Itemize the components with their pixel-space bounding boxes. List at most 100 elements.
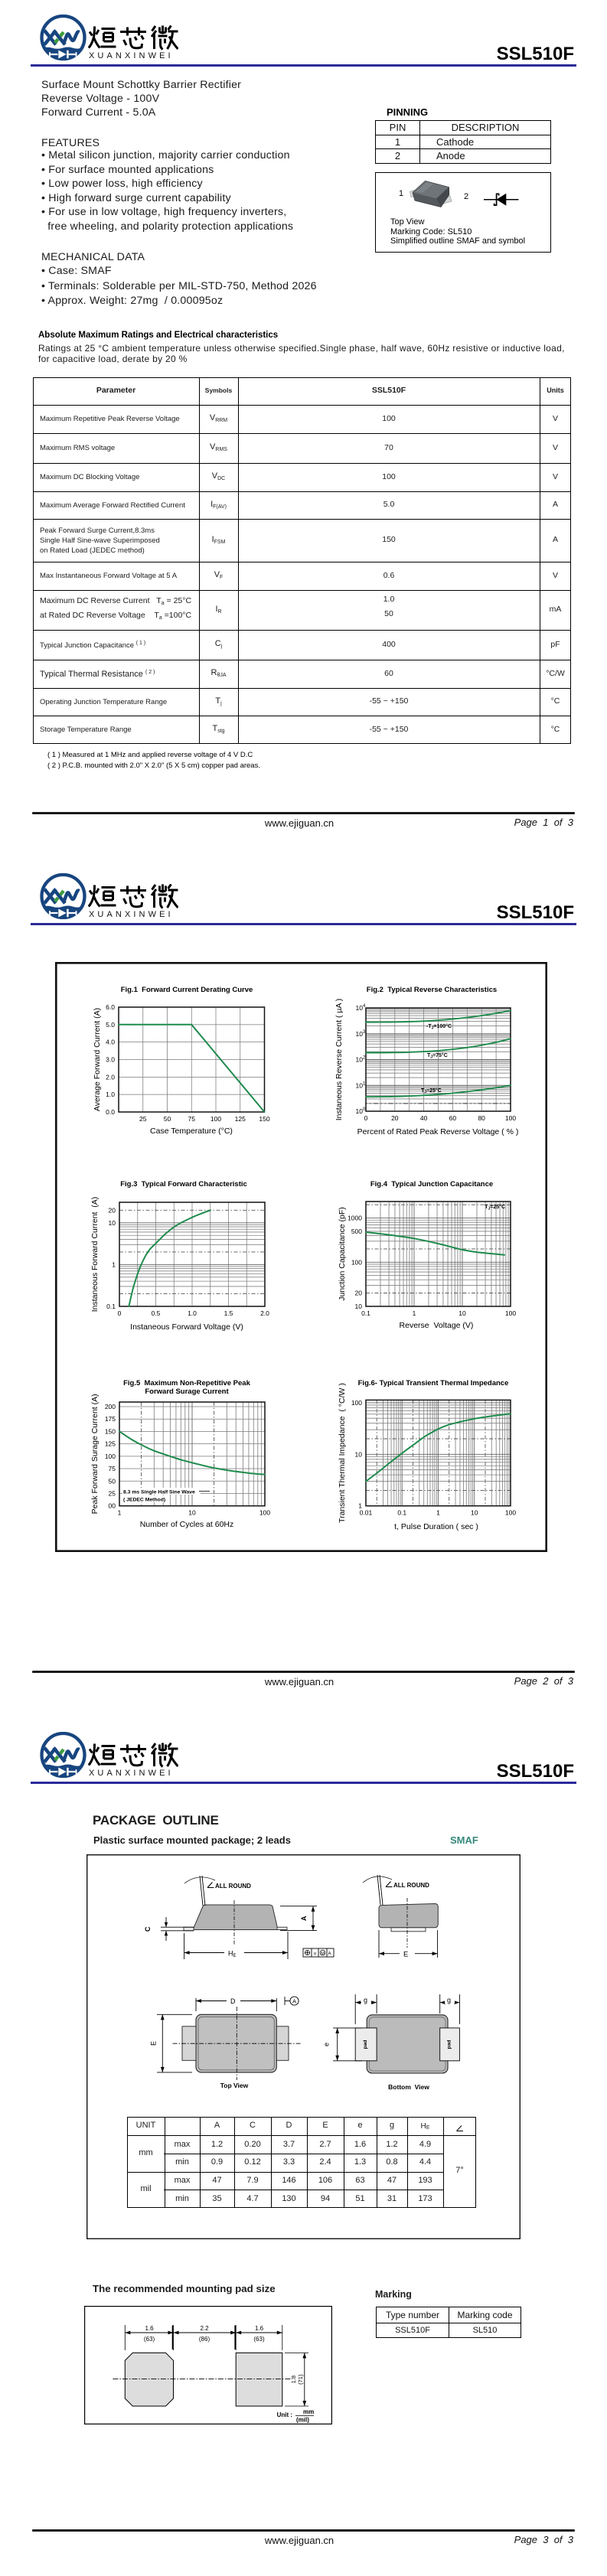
svg-text:0.1: 0.1 <box>361 1309 370 1317</box>
svg-text:100: 100 <box>505 1114 516 1122</box>
svg-text:Fig.2 Typical Reverse Charact: Fig.2 Typical Reverse Characteristics <box>367 986 497 994</box>
svg-text:2: 2 <box>363 1056 366 1061</box>
svg-text:1.0: 1.0 <box>188 1309 197 1317</box>
svg-text:1: 1 <box>436 1509 440 1517</box>
svg-text:1: 1 <box>118 1509 122 1517</box>
svg-text:Fig.3 Typical Forward Charact: Fig.3 Typical Forward Characteristic <box>120 1180 247 1189</box>
svg-text:10: 10 <box>355 1450 363 1458</box>
svg-text:0: 0 <box>364 1114 368 1122</box>
svg-text:60: 60 <box>449 1114 457 1122</box>
svg-text:pad: pad <box>363 2040 368 2049</box>
svg-text:0: 0 <box>118 1309 122 1317</box>
svg-text:0.5: 0.5 <box>152 1309 161 1317</box>
svg-text:(63): (63) <box>144 2336 155 2343</box>
svg-text:TJ=25°C: TJ=25°C <box>421 1087 442 1095</box>
svg-text:Instaneous Reverse Current ( µ: Instaneous Reverse Current ( µA ) <box>335 999 344 1121</box>
svg-text:0.0: 0.0 <box>106 1108 115 1116</box>
svg-text:Junction Capacitance (pF): Junction Capacitance (pF) <box>338 1207 347 1301</box>
svg-text:Bottom View: Bottom View <box>388 2083 429 2091</box>
svg-text:150: 150 <box>105 1427 116 1435</box>
svg-text:2.2: 2.2 <box>200 2325 209 2332</box>
svg-text:1.6: 1.6 <box>145 2325 154 2332</box>
svg-text:C: C <box>144 1926 152 1932</box>
svg-text:100: 100 <box>351 1258 362 1266</box>
svg-text:10: 10 <box>356 1081 364 1089</box>
svg-text:Forward Surage Current: Forward Surage Current <box>145 1387 229 1396</box>
svg-text:HE: HE <box>228 1950 237 1959</box>
svg-text:g: g <box>447 1997 451 2004</box>
svg-text:0.1: 0.1 <box>106 1303 116 1310</box>
svg-text:10: 10 <box>356 1004 364 1012</box>
svg-text:100: 100 <box>105 1453 116 1460</box>
svg-text:(mil): (mil) <box>296 2417 309 2424</box>
svg-text:D: D <box>230 1997 236 2005</box>
svg-text:200: 200 <box>105 1403 116 1410</box>
svg-text:1.6: 1.6 <box>255 2325 264 2332</box>
svg-text:100: 100 <box>505 1509 516 1517</box>
svg-text:(63): (63) <box>253 2336 265 2343</box>
svg-text:10: 10 <box>356 1030 364 1038</box>
svg-text:-TJ=100°C: -TJ=100°C <box>426 1023 452 1031</box>
svg-text:100: 100 <box>351 1399 362 1407</box>
svg-text:6.0: 6.0 <box>106 1003 115 1011</box>
svg-text:100: 100 <box>505 1309 516 1317</box>
svg-text:25: 25 <box>139 1115 147 1123</box>
svg-text:20: 20 <box>355 1290 363 1297</box>
svg-text:0: 0 <box>363 1107 366 1112</box>
svg-text:2.0: 2.0 <box>260 1309 269 1317</box>
svg-text:1: 1 <box>112 1260 116 1268</box>
svg-text:Reverse Voltage (V): Reverse Voltage (V) <box>400 1321 474 1330</box>
svg-text:Case Temperature (°C): Case Temperature (°C) <box>150 1127 233 1136</box>
svg-text:10: 10 <box>188 1509 196 1517</box>
svg-text:Instaneous Forward Voltage (V): Instaneous Forward Voltage (V) <box>130 1322 243 1332</box>
svg-text:50: 50 <box>109 1477 116 1485</box>
svg-text:TJ=75°C: TJ=75°C <box>427 1052 448 1060</box>
svg-text:Percent of Rated Peak Reverse: Percent of Rated Peak Reverse Voltage ( … <box>357 1127 519 1136</box>
svg-text:(86): (86) <box>199 2336 210 2343</box>
svg-text:80: 80 <box>478 1114 485 1122</box>
svg-text:0.1: 0.1 <box>397 1509 406 1517</box>
svg-text:3: 3 <box>363 1030 366 1035</box>
svg-text:8.3 ms Single Half Sine Wave: 8.3 ms Single Half Sine Wave <box>123 1490 195 1495</box>
svg-text:10: 10 <box>471 1509 478 1517</box>
svg-text:500: 500 <box>351 1228 362 1235</box>
svg-text:3.0: 3.0 <box>106 1056 115 1064</box>
svg-text:Transient Thermal Impedance (: Transient Thermal Impedance ( °C/W ) <box>338 1383 347 1523</box>
svg-text:175: 175 <box>105 1415 116 1423</box>
svg-text:100: 100 <box>210 1115 221 1123</box>
svg-text:125: 125 <box>235 1115 246 1123</box>
svg-text:4.0: 4.0 <box>106 1039 115 1046</box>
svg-text:mm: mm <box>303 2408 314 2415</box>
svg-text:( JEDEC Method): ( JEDEC Method) <box>123 1498 165 1503</box>
svg-text:A: A <box>292 1997 296 2004</box>
svg-text:1.8: 1.8 <box>290 2375 297 2383</box>
svg-text:4: 4 <box>363 1004 366 1009</box>
svg-text:10: 10 <box>356 1107 364 1115</box>
svg-text:Top View: Top View <box>220 2082 249 2089</box>
svg-text:125: 125 <box>105 1440 116 1448</box>
svg-text:A: A <box>300 1916 308 1921</box>
svg-text:75: 75 <box>188 1115 196 1123</box>
svg-text:M: M <box>321 1952 325 1956</box>
svg-text:g: g <box>364 1997 367 2004</box>
svg-text:1: 1 <box>413 1309 416 1317</box>
svg-text:v: v <box>314 1951 317 1956</box>
svg-text:(71): (71) <box>297 2374 304 2385</box>
svg-text:10: 10 <box>109 1219 116 1227</box>
svg-text:5.0: 5.0 <box>106 1021 115 1029</box>
svg-text:t, Pulse Duration ( sec ): t, Pulse Duration ( sec ) <box>394 1522 478 1531</box>
svg-text:Fig.1 Forward Current Deratin: Fig.1 Forward Current Derating Curve <box>121 986 253 994</box>
svg-text:e: e <box>323 2043 331 2046</box>
svg-text:Fig.5 Maximum Non-Repetitive: Fig.5 Maximum Non-Repetitive Peak <box>123 1379 250 1387</box>
svg-text:40: 40 <box>420 1114 428 1122</box>
svg-text:Unit :: Unit : <box>277 2411 292 2418</box>
svg-text:pad: pad <box>447 2040 452 2049</box>
svg-text:25: 25 <box>109 1489 116 1497</box>
svg-text:150: 150 <box>259 1115 269 1123</box>
svg-text:Peak Forward Surage Current (A: Peak Forward Surage Current (A) <box>90 1394 100 1514</box>
svg-text:Instaneous Forward Current (A: Instaneous Forward Current (A) <box>90 1197 100 1312</box>
svg-text:Number of Cycles at 60Hz: Number of Cycles at 60Hz <box>140 1520 234 1529</box>
svg-text:Fig.4 Typical Junction Capaci: Fig.4 Typical Junction Capacitance <box>370 1180 493 1189</box>
svg-text:100: 100 <box>259 1509 270 1517</box>
svg-text:2.0: 2.0 <box>106 1073 115 1081</box>
